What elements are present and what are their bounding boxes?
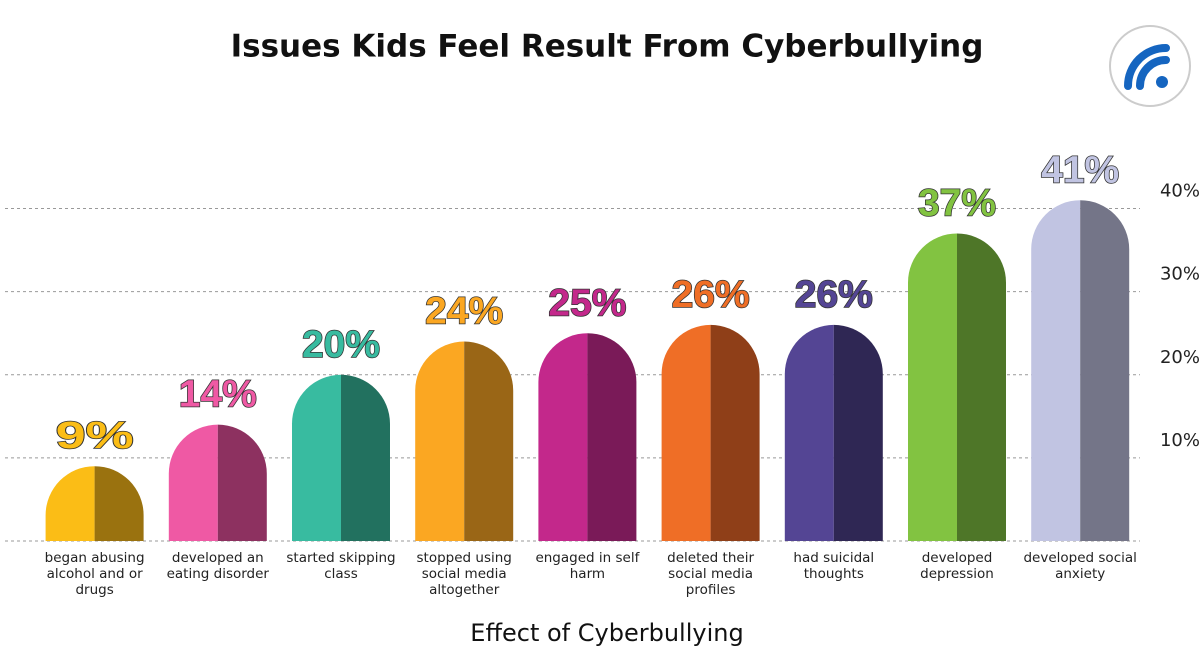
x-tick-label: had suicidal thoughts: [793, 550, 875, 582]
y-tick-label: 30%: [1160, 264, 1200, 285]
y-tick-label: 40%: [1160, 181, 1200, 202]
bar-shade: [957, 233, 1006, 541]
bar: [415, 341, 465, 541]
value-label: 24%: [425, 291, 503, 333]
x-tick-label: began abusing alcohol and or drugs: [44, 550, 145, 598]
bar: [168, 424, 218, 541]
value-label: 25%: [548, 282, 626, 324]
x-axis-title: Effect of Cyberbullying: [470, 619, 743, 647]
x-tick-label: developed an eating disorder: [166, 550, 269, 582]
chart-title: Issues Kids Feel Result From Cyberbullyi…: [231, 29, 984, 65]
bar: [784, 324, 834, 541]
value-label: 9%: [56, 415, 134, 457]
value-label: 20%: [302, 324, 380, 366]
bar-shade: [710, 324, 760, 541]
bar-shade: [341, 374, 390, 541]
bar: [1031, 200, 1081, 541]
bar-shade: [217, 424, 267, 541]
y-tick-label: 20%: [1160, 347, 1200, 368]
x-tick-label: engaged in self harm: [535, 550, 640, 582]
value-label: 26%: [672, 274, 750, 316]
value-label: 41%: [1041, 149, 1119, 191]
x-tick-label: stopped using social media altogether: [416, 550, 512, 598]
x-tick-label: developed social anxiety: [1023, 550, 1137, 582]
bar: [292, 374, 341, 541]
bar-shade: [464, 341, 514, 541]
bar-shade: [94, 466, 144, 541]
x-tick-label: deleted their social media profiles: [667, 550, 755, 598]
x-tick-label: started skipping class: [286, 550, 396, 582]
value-label: 37%: [918, 183, 996, 225]
value-label: 26%: [795, 274, 873, 316]
bar: [908, 233, 957, 541]
bar: [538, 333, 588, 541]
bar-shade: [587, 333, 637, 541]
bar-shade: [1080, 200, 1130, 541]
y-tick-label: 10%: [1160, 430, 1200, 451]
bar-shade: [833, 324, 883, 541]
x-tick-label: developed depression: [920, 550, 994, 582]
value-label: 14%: [179, 374, 257, 416]
logo: [1109, 25, 1191, 107]
bar: [45, 466, 95, 541]
bar: [661, 324, 711, 541]
